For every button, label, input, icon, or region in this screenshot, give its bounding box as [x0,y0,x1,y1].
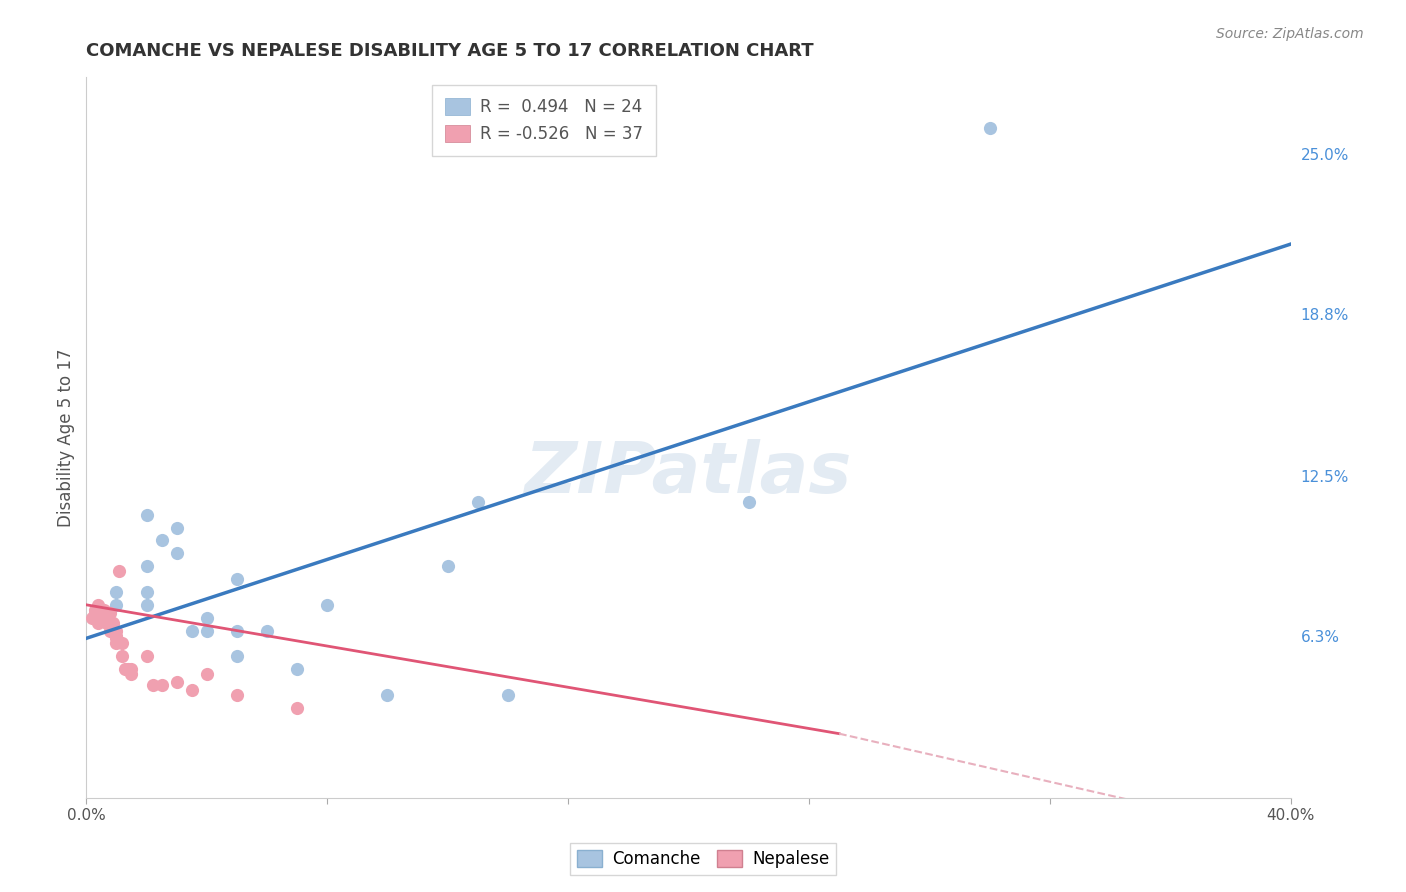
Comanche [225,649,247,664]
Comanche [180,624,202,638]
Comanche [150,533,173,548]
Nepalese [120,667,142,681]
Comanche [377,688,399,702]
Comanche [135,598,157,612]
Nepalese [96,615,118,630]
Comanche [979,121,1001,136]
Comanche [738,494,761,508]
Nepalese [84,603,107,617]
Text: COMANCHE VS NEPALESE DISABILITY AGE 5 TO 17 CORRELATION CHART: COMANCHE VS NEPALESE DISABILITY AGE 5 TO… [86,42,814,60]
Nepalese [82,610,104,624]
Nepalese [105,629,128,643]
Nepalese [93,610,115,624]
Comanche [316,598,339,612]
Comanche [166,520,188,534]
Nepalese [285,701,308,715]
Comanche [166,546,188,560]
Comanche [256,624,278,638]
Nepalese [103,624,125,638]
Nepalese [117,662,139,676]
Nepalese [105,624,128,638]
Nepalese [96,610,118,624]
Text: ZIPatlas: ZIPatlas [524,439,852,508]
Nepalese [100,606,122,620]
Nepalese [93,606,115,620]
Nepalese [111,636,134,650]
Nepalese [90,606,112,620]
Comanche [105,585,128,599]
Nepalese [166,675,188,690]
Nepalese [111,649,134,664]
Nepalese [96,615,118,630]
Nepalese [135,649,157,664]
Nepalese [105,636,128,650]
Comanche [285,662,308,676]
Nepalese [141,678,163,692]
Nepalese [103,615,125,630]
Comanche [436,559,458,574]
Nepalese [87,598,110,612]
Nepalese [150,678,173,692]
Comanche [467,494,489,508]
Nepalese [100,624,122,638]
Comanche [105,598,128,612]
Comanche [135,559,157,574]
Comanche [135,585,157,599]
Y-axis label: Disability Age 5 to 17: Disability Age 5 to 17 [58,348,75,526]
Comanche [225,624,247,638]
Comanche [135,508,157,522]
Comanche [496,688,519,702]
Legend: R =  0.494   N = 24, R = -0.526   N = 37: R = 0.494 N = 24, R = -0.526 N = 37 [432,85,657,156]
Nepalese [195,667,218,681]
Nepalese [93,603,115,617]
Nepalese [84,606,107,620]
Nepalese [87,615,110,630]
Nepalese [108,564,131,578]
Nepalese [120,662,142,676]
Comanche [195,624,218,638]
Nepalese [90,610,112,624]
Nepalese [114,662,136,676]
Comanche [225,572,247,586]
Nepalese [90,610,112,624]
Nepalese [105,632,128,646]
Comanche [195,610,218,624]
Nepalese [225,688,247,702]
Text: Source: ZipAtlas.com: Source: ZipAtlas.com [1216,27,1364,41]
Nepalese [180,682,202,697]
Legend: Comanche, Nepalese: Comanche, Nepalese [571,843,835,875]
